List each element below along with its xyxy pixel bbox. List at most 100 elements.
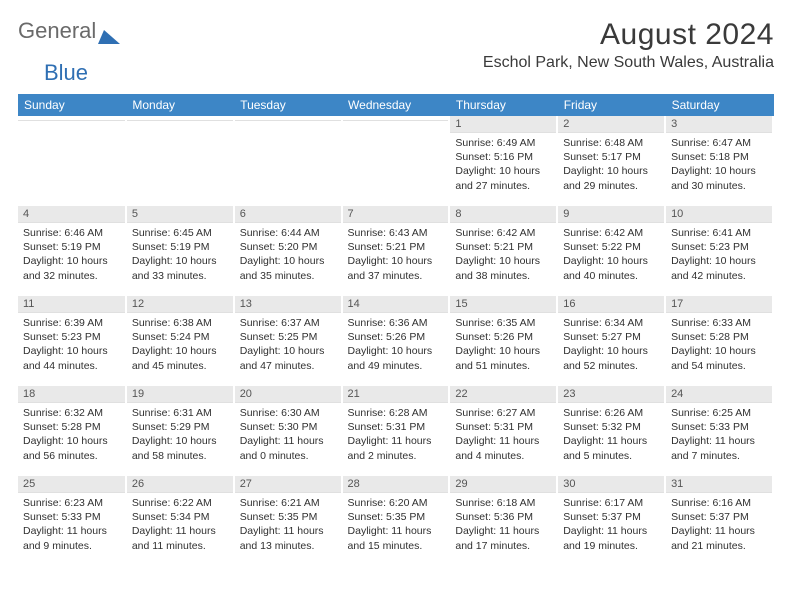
title-block: August 2024 Eschol Park, New South Wales… xyxy=(483,18,774,72)
day-details: Sunrise: 6:28 AMSunset: 5:31 PMDaylight:… xyxy=(343,403,449,468)
sunset-line: Sunset: 5:30 PM xyxy=(240,420,336,434)
calendar-cell: 16Sunrise: 6:34 AMSunset: 5:27 PMDayligh… xyxy=(557,296,665,386)
day-number: 2 xyxy=(558,116,664,133)
daylight-line-2: and 51 minutes. xyxy=(455,359,551,373)
sunset-line: Sunset: 5:21 PM xyxy=(455,240,551,254)
sunrise-line: Sunrise: 6:23 AM xyxy=(23,496,120,510)
sunset-line: Sunset: 5:31 PM xyxy=(455,420,551,434)
day-details: Sunrise: 6:41 AMSunset: 5:23 PMDaylight:… xyxy=(666,223,772,288)
day-details: Sunrise: 6:25 AMSunset: 5:33 PMDaylight:… xyxy=(666,403,772,468)
day-number xyxy=(343,116,449,121)
day-details: Sunrise: 6:16 AMSunset: 5:37 PMDaylight:… xyxy=(666,493,772,558)
day-details: Sunrise: 6:46 AMSunset: 5:19 PMDaylight:… xyxy=(18,223,125,288)
day-number: 30 xyxy=(558,476,664,493)
daylight-line-2: and 35 minutes. xyxy=(240,269,336,283)
calendar-cell: 7Sunrise: 6:43 AMSunset: 5:21 PMDaylight… xyxy=(342,206,450,296)
daylight-line-1: Daylight: 10 hours xyxy=(23,254,120,268)
day-number: 14 xyxy=(343,296,449,313)
day-number: 26 xyxy=(127,476,233,493)
sunset-line: Sunset: 5:29 PM xyxy=(132,420,228,434)
daylight-line-2: and 5 minutes. xyxy=(563,449,659,463)
weekday-header-row: SundayMondayTuesdayWednesdayThursdayFrid… xyxy=(18,94,773,116)
daylight-line-1: Daylight: 10 hours xyxy=(671,164,767,178)
day-number: 15 xyxy=(450,296,556,313)
calendar-cell: 17Sunrise: 6:33 AMSunset: 5:28 PMDayligh… xyxy=(665,296,773,386)
sunrise-line: Sunrise: 6:21 AM xyxy=(240,496,336,510)
sunrise-line: Sunrise: 6:42 AM xyxy=(455,226,551,240)
calendar-cell: 1Sunrise: 6:49 AMSunset: 5:16 PMDaylight… xyxy=(449,116,557,206)
day-number: 24 xyxy=(666,386,772,403)
day-number: 1 xyxy=(450,116,556,133)
daylight-line-1: Daylight: 10 hours xyxy=(671,344,767,358)
calendar-cell: 26Sunrise: 6:22 AMSunset: 5:34 PMDayligh… xyxy=(126,476,234,566)
calendar-cell: 28Sunrise: 6:20 AMSunset: 5:35 PMDayligh… xyxy=(342,476,450,566)
calendar-cell: 29Sunrise: 6:18 AMSunset: 5:36 PMDayligh… xyxy=(449,476,557,566)
daylight-line-2: and 21 minutes. xyxy=(671,539,767,553)
day-details: Sunrise: 6:45 AMSunset: 5:19 PMDaylight:… xyxy=(127,223,233,288)
sunset-line: Sunset: 5:20 PM xyxy=(240,240,336,254)
day-number: 11 xyxy=(18,296,125,313)
calendar-cell: 8Sunrise: 6:42 AMSunset: 5:21 PMDaylight… xyxy=(449,206,557,296)
daylight-line-1: Daylight: 10 hours xyxy=(132,434,228,448)
sunset-line: Sunset: 5:16 PM xyxy=(455,150,551,164)
daylight-line-1: Daylight: 11 hours xyxy=(240,524,336,538)
sunrise-line: Sunrise: 6:37 AM xyxy=(240,316,336,330)
weekday-header: Monday xyxy=(126,94,234,116)
daylight-line-1: Daylight: 10 hours xyxy=(348,344,444,358)
calendar-row: 18Sunrise: 6:32 AMSunset: 5:28 PMDayligh… xyxy=(18,386,773,476)
daylight-line-1: Daylight: 10 hours xyxy=(240,254,336,268)
calendar-cell-empty xyxy=(342,116,450,206)
daylight-line-1: Daylight: 10 hours xyxy=(23,344,120,358)
calendar-cell: 25Sunrise: 6:23 AMSunset: 5:33 PMDayligh… xyxy=(18,476,126,566)
day-number: 5 xyxy=(127,206,233,223)
daylight-line-2: and 27 minutes. xyxy=(455,179,551,193)
day-number: 16 xyxy=(558,296,664,313)
day-details: Sunrise: 6:22 AMSunset: 5:34 PMDaylight:… xyxy=(127,493,233,558)
day-number: 10 xyxy=(666,206,772,223)
day-number xyxy=(235,116,341,121)
calendar-row: 1Sunrise: 6:49 AMSunset: 5:16 PMDaylight… xyxy=(18,116,773,206)
day-details: Sunrise: 6:18 AMSunset: 5:36 PMDaylight:… xyxy=(450,493,556,558)
daylight-line-1: Daylight: 10 hours xyxy=(563,344,659,358)
daylight-line-2: and 33 minutes. xyxy=(132,269,228,283)
day-number: 23 xyxy=(558,386,664,403)
daylight-line-2: and 47 minutes. xyxy=(240,359,336,373)
sunset-line: Sunset: 5:28 PM xyxy=(23,420,120,434)
daylight-line-2: and 30 minutes. xyxy=(671,179,767,193)
day-details: Sunrise: 6:35 AMSunset: 5:26 PMDaylight:… xyxy=(450,313,556,378)
weekday-header: Thursday xyxy=(449,94,557,116)
daylight-line-2: and 45 minutes. xyxy=(132,359,228,373)
sunset-line: Sunset: 5:25 PM xyxy=(240,330,336,344)
day-details: Sunrise: 6:30 AMSunset: 5:30 PMDaylight:… xyxy=(235,403,341,468)
sunrise-line: Sunrise: 6:45 AM xyxy=(132,226,228,240)
daylight-line-2: and 19 minutes. xyxy=(563,539,659,553)
day-number: 8 xyxy=(450,206,556,223)
sunrise-line: Sunrise: 6:34 AM xyxy=(563,316,659,330)
calendar-cell: 30Sunrise: 6:17 AMSunset: 5:37 PMDayligh… xyxy=(557,476,665,566)
weekday-header: Sunday xyxy=(18,94,126,116)
sunrise-line: Sunrise: 6:28 AM xyxy=(348,406,444,420)
calendar-cell: 14Sunrise: 6:36 AMSunset: 5:26 PMDayligh… xyxy=(342,296,450,386)
daylight-line-1: Daylight: 11 hours xyxy=(348,434,444,448)
day-details: Sunrise: 6:38 AMSunset: 5:24 PMDaylight:… xyxy=(127,313,233,378)
calendar-cell: 12Sunrise: 6:38 AMSunset: 5:24 PMDayligh… xyxy=(126,296,234,386)
day-details: Sunrise: 6:49 AMSunset: 5:16 PMDaylight:… xyxy=(450,133,556,198)
calendar-cell-empty xyxy=(126,116,234,206)
sunrise-line: Sunrise: 6:41 AM xyxy=(671,226,767,240)
day-number: 19 xyxy=(127,386,233,403)
day-details: Sunrise: 6:37 AMSunset: 5:25 PMDaylight:… xyxy=(235,313,341,378)
sunset-line: Sunset: 5:23 PM xyxy=(671,240,767,254)
calendar-cell: 20Sunrise: 6:30 AMSunset: 5:30 PMDayligh… xyxy=(234,386,342,476)
day-number: 9 xyxy=(558,206,664,223)
sunset-line: Sunset: 5:37 PM xyxy=(563,510,659,524)
daylight-line-2: and 9 minutes. xyxy=(23,539,120,553)
weekday-header: Tuesday xyxy=(234,94,342,116)
daylight-line-1: Daylight: 10 hours xyxy=(132,344,228,358)
calendar-cell: 2Sunrise: 6:48 AMSunset: 5:17 PMDaylight… xyxy=(557,116,665,206)
day-number: 12 xyxy=(127,296,233,313)
weekday-header: Friday xyxy=(557,94,665,116)
calendar-body: 1Sunrise: 6:49 AMSunset: 5:16 PMDaylight… xyxy=(18,116,773,566)
day-number: 25 xyxy=(18,476,125,493)
daylight-line-1: Daylight: 10 hours xyxy=(671,254,767,268)
daylight-line-1: Daylight: 10 hours xyxy=(455,164,551,178)
